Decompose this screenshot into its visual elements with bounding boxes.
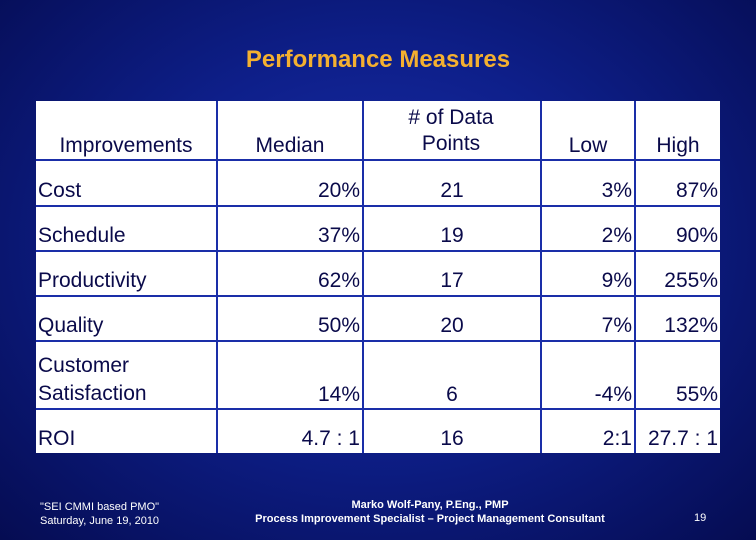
cell-data-points: 21 xyxy=(440,179,464,202)
cell-data-points: 17 xyxy=(440,269,464,292)
table-body xyxy=(36,159,720,453)
header-data-points: # of Data Points xyxy=(408,106,494,155)
cell-data-points: 16 xyxy=(440,427,464,450)
column-divider xyxy=(216,159,218,453)
cell-low: 2:1 xyxy=(602,427,632,450)
table-header-row xyxy=(36,101,720,159)
cell-low: 7% xyxy=(601,314,632,337)
cell-data-points: 19 xyxy=(440,224,464,247)
column-divider xyxy=(216,101,218,159)
column-divider xyxy=(634,101,636,159)
page-number: 19 xyxy=(694,512,707,524)
column-divider xyxy=(540,101,542,159)
row-label-schedule: Schedule xyxy=(38,224,126,247)
row-label-customer-satisfaction: Customer Satisfaction xyxy=(38,354,147,405)
cell-median: 20% xyxy=(317,179,360,202)
footer-date: Saturday, June 19, 2010 xyxy=(40,515,160,527)
cell-median: 14% xyxy=(317,383,360,406)
footer-presentation-name: "SEI CMMI based PMO" xyxy=(40,501,160,513)
row-divider xyxy=(36,159,720,161)
cell-data-points: 20 xyxy=(440,314,464,337)
cell-low: 3% xyxy=(601,179,632,202)
footer-author-title: Process Improvement Specialist – Project… xyxy=(255,513,605,525)
footer-author: Marko Wolf-Pany, P.Eng., PMP xyxy=(351,499,509,511)
cell-high: 132% xyxy=(664,314,718,337)
row-label-quality: Quality xyxy=(38,314,104,337)
column-divider xyxy=(634,159,636,453)
cell-high: 87% xyxy=(675,179,718,202)
cell-low: -4% xyxy=(594,383,632,406)
cell-low: 2% xyxy=(601,224,632,247)
cell-data-points: 6 xyxy=(446,383,458,406)
column-divider xyxy=(362,101,364,159)
row-divider xyxy=(36,250,720,252)
cell-high: 90% xyxy=(675,224,718,247)
row-divider xyxy=(36,340,720,342)
column-divider xyxy=(362,159,364,453)
cell-low: 9% xyxy=(601,269,632,292)
row-label-cost: Cost xyxy=(38,179,82,202)
row-divider xyxy=(36,295,720,297)
header-median: Median xyxy=(255,134,325,157)
cell-high: 27.7 : 1 xyxy=(647,427,718,450)
footer-center: Marko Wolf-Pany, P.Eng., PMP Process Imp… xyxy=(220,498,640,526)
performance-table: Improvements Median # of Data Points Low… xyxy=(36,101,720,453)
cell-median: 4.7 : 1 xyxy=(301,427,360,450)
row-divider xyxy=(36,408,720,410)
header-high: High xyxy=(656,134,700,157)
slide-title: Performance Measures xyxy=(245,46,511,73)
column-divider xyxy=(540,159,542,453)
row-label-productivity: Productivity xyxy=(38,269,147,292)
row-divider xyxy=(36,205,720,207)
cell-median: 37% xyxy=(317,224,360,247)
cell-high: 55% xyxy=(675,383,718,406)
cell-median: 62% xyxy=(317,269,360,292)
cell-median: 50% xyxy=(317,314,360,337)
header-improvements: Improvements xyxy=(59,134,193,157)
cell-high: 255% xyxy=(664,269,718,292)
row-label-roi: ROI xyxy=(38,427,76,450)
header-low: Low xyxy=(568,134,608,157)
footer-left: "SEI CMMI based PMO" Saturday, June 19, … xyxy=(40,500,159,528)
